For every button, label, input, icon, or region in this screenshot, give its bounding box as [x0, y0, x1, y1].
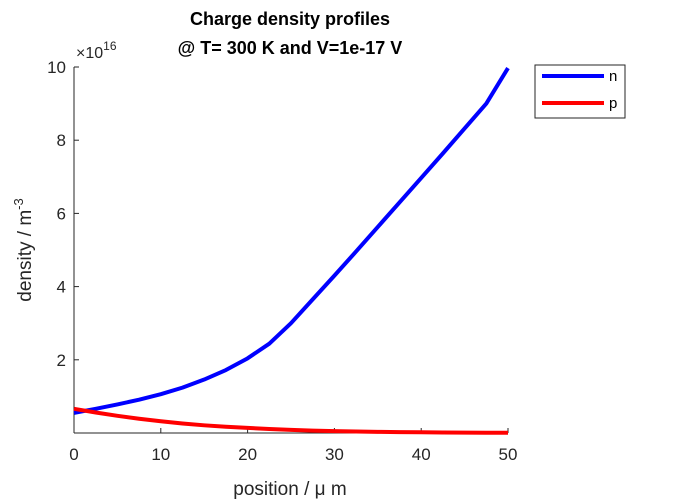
legend-box	[534, 64, 626, 119]
x-tick-label: 30	[325, 445, 344, 464]
x-tick-label: 10	[151, 445, 170, 464]
y-scale-base: ×10	[76, 45, 103, 62]
y-tick-label: 2	[57, 351, 66, 370]
x-tick-label: 40	[412, 445, 431, 464]
x-tick-label: 20	[238, 445, 257, 464]
legend-label-n: n	[609, 68, 617, 85]
y-tick-label: 8	[57, 131, 66, 150]
x-tick-label: 0	[69, 445, 78, 464]
y-axis-label: density / m-3	[11, 198, 36, 301]
y-scale-exponent: 16	[103, 39, 117, 53]
legend: n p	[534, 64, 626, 119]
chart-title-line-2: @ T= 300 K and V=1e-17 V	[178, 38, 403, 58]
y-tick-label: 4	[57, 278, 66, 297]
y-scale-factor: ×1016	[76, 39, 117, 62]
y-axis-label-text: density / m	[15, 210, 36, 302]
y-tick-label: 6	[57, 204, 66, 223]
series-line-p	[73, 406, 509, 435]
x-axis-label: position / μ m	[233, 479, 346, 500]
plot-area: 0 10 20 30 40 50 2 4 6 8 10	[47, 58, 517, 464]
chart-title-line-1: Charge density profiles	[190, 9, 390, 29]
series-line-n	[73, 67, 510, 415]
x-tick-label: 50	[499, 445, 518, 464]
legend-label-p: p	[609, 95, 617, 112]
y-axis-label-exponent: -3	[11, 198, 26, 210]
y-tick-label: 10	[47, 58, 66, 77]
